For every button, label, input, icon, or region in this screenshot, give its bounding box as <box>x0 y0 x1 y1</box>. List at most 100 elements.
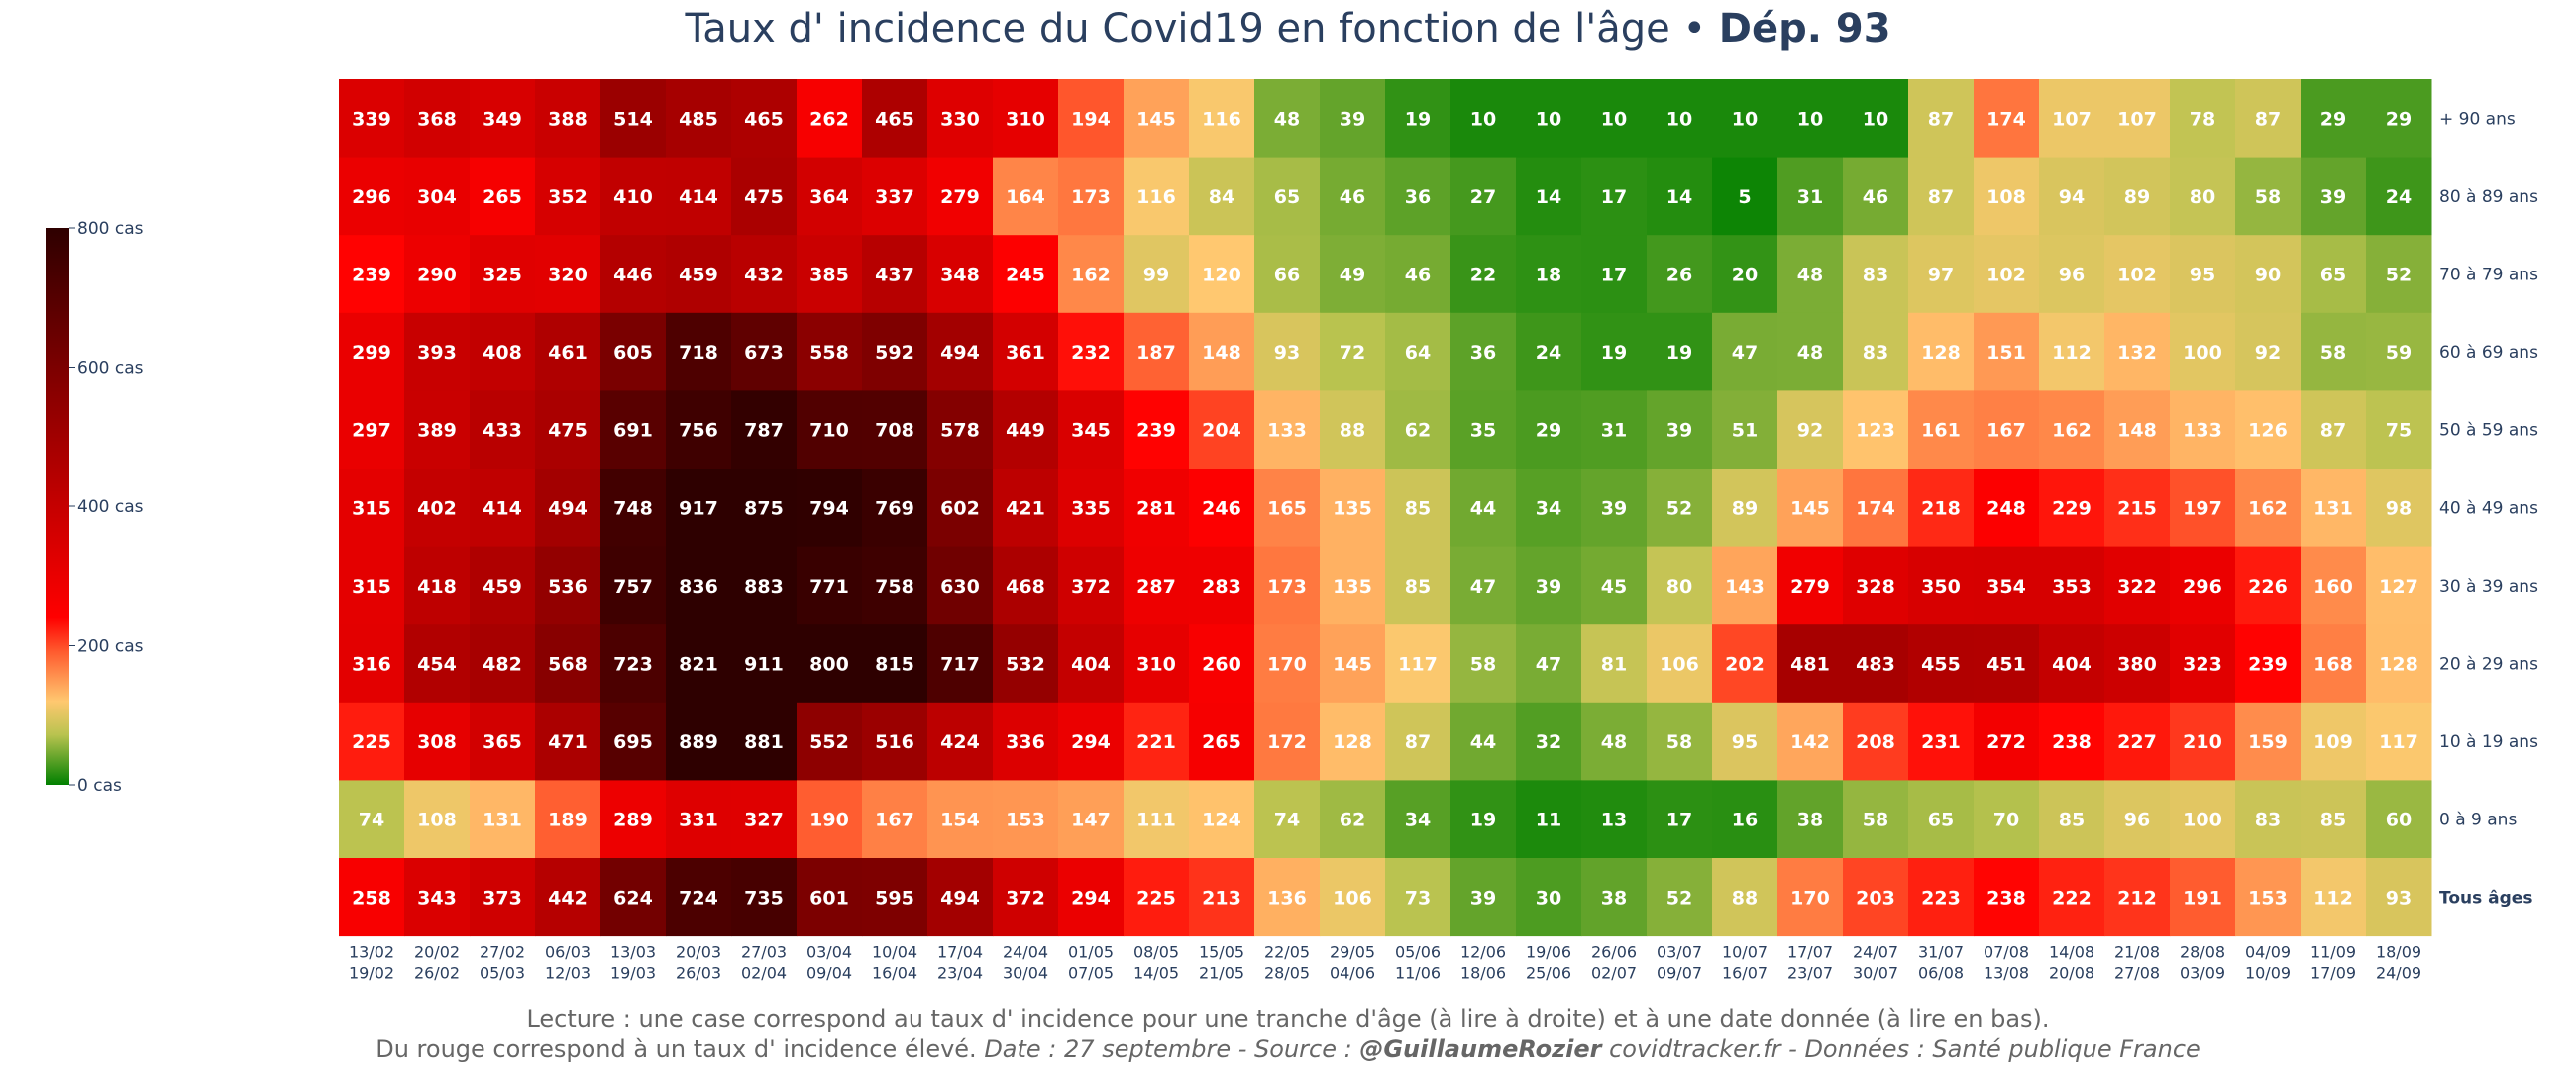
heatmap-cell <box>2301 235 2367 314</box>
cell-value: 135 <box>1333 576 1372 598</box>
cell-value: 322 <box>2117 576 2157 598</box>
heatmap-cell <box>1254 312 1321 391</box>
cell-value: 281 <box>1136 497 1176 519</box>
cell-value: 34 <box>1405 810 1431 831</box>
x-tick-start-date: 14/08 <box>2049 943 2094 962</box>
cell-value: 404 <box>1071 654 1111 676</box>
heatmap-cell <box>731 546 798 625</box>
heatmap-cell <box>666 546 732 625</box>
heatmap-cell <box>1647 858 1713 937</box>
cell-value: 96 <box>2059 265 2085 286</box>
heatmap-cell <box>2366 702 2432 781</box>
cell-value: 373 <box>483 887 522 909</box>
heatmap-cell <box>1908 312 1975 391</box>
heatmap-cell <box>1843 858 1909 937</box>
heatmap-cell <box>1712 312 1778 391</box>
cell-value: 47 <box>1732 342 1758 364</box>
heatmap-cell <box>1581 390 1648 470</box>
heatmap-cell <box>993 624 1059 704</box>
cell-value: 124 <box>1202 810 1241 831</box>
heatmap-cell <box>993 79 1059 159</box>
cell-value: 353 <box>2052 576 2092 598</box>
heatmap-cell <box>2301 469 2367 548</box>
cell-value: 19 <box>1470 810 1496 831</box>
heatmap-cell <box>2170 469 2236 548</box>
heatmap-cell <box>862 79 928 159</box>
heatmap-cell <box>1254 469 1321 548</box>
heatmap-cell <box>470 624 536 704</box>
heatmap-cell <box>1516 624 1582 704</box>
cell-value: 17 <box>1601 186 1627 208</box>
heatmap-cell <box>1777 235 1844 314</box>
cell-value: 449 <box>1006 420 1045 442</box>
heatmap-cell <box>535 780 601 859</box>
cell-value: 107 <box>2052 108 2092 130</box>
heatmap-cell <box>666 157 732 236</box>
heatmap-cell <box>797 312 863 391</box>
cell-value: 290 <box>417 265 457 286</box>
heatmap-cell <box>731 469 798 548</box>
x-tick-start-date: 01/05 <box>1068 943 1114 962</box>
cell-value: 724 <box>679 887 718 909</box>
heatmap-cell <box>2366 312 2432 391</box>
heatmap-cell <box>2301 546 2367 625</box>
cell-value: 424 <box>940 731 980 753</box>
cell-value: 11 <box>1536 810 1561 831</box>
cell-value: 46 <box>1863 186 1888 208</box>
heatmap-cell <box>927 235 994 314</box>
heatmap-cell <box>2366 157 2432 236</box>
heatmap-cell <box>2235 469 2302 548</box>
heatmap-cell <box>339 390 405 470</box>
heatmap-cell <box>535 157 601 236</box>
row-label: 80 à 89 ans <box>2439 187 2538 207</box>
heatmap-cell <box>600 469 667 548</box>
footer-date-source: Date : 27 septembre - Source : <box>984 1036 1360 1063</box>
heatmap-cell <box>731 780 798 859</box>
cell-value: 35 <box>1470 420 1496 442</box>
cell-value: 83 <box>2255 810 2281 831</box>
cell-value: 102 <box>2117 265 2157 286</box>
x-tick-end-date: 13/08 <box>1984 964 2029 983</box>
heatmap-cell <box>1058 780 1125 859</box>
heatmap-cell <box>1647 702 1713 781</box>
heatmap-cell <box>1647 390 1713 470</box>
heatmap-cell <box>1777 469 1844 548</box>
heatmap-cell <box>1843 390 1909 470</box>
cell-value: 296 <box>352 186 391 208</box>
cell-value: 339 <box>352 108 391 130</box>
heatmap-cell <box>2170 312 2236 391</box>
cell-value: 393 <box>417 342 457 364</box>
heatmap-cell <box>1385 624 1451 704</box>
x-tick-start-date: 15/05 <box>1199 943 1244 962</box>
colorbar-tick-label: 0 cas <box>77 776 122 796</box>
heatmap-cell <box>1450 624 1517 704</box>
row-label: 50 à 59 ans <box>2439 421 2538 441</box>
heatmap-cell <box>1581 79 1648 159</box>
heatmap-cell <box>862 312 928 391</box>
heatmap-cell <box>862 780 928 859</box>
x-tick-end-date: 30/07 <box>1853 964 1898 983</box>
cell-value: 87 <box>2320 420 2346 442</box>
cell-value: 442 <box>548 887 588 909</box>
cell-value: 108 <box>1986 186 2026 208</box>
heatmap-cell <box>1189 624 1255 704</box>
heatmap-cell <box>2039 157 2105 236</box>
heatmap-cell <box>2366 390 2432 470</box>
heatmap-cell <box>1450 702 1517 781</box>
heatmap-cell <box>862 546 928 625</box>
heatmap-cell <box>2104 79 2171 159</box>
heatmap-cell <box>1450 858 1517 937</box>
heatmap-cell <box>797 469 863 548</box>
cell-value: 58 <box>1470 654 1496 676</box>
heatmap-cell <box>1974 312 2040 391</box>
x-tick-start-date: 11/09 <box>2310 943 2356 962</box>
heatmap-cell <box>404 469 471 548</box>
cell-value: 148 <box>1202 342 1241 364</box>
cell-value: 164 <box>1006 186 1045 208</box>
heatmap-cell <box>1777 624 1844 704</box>
cell-value: 66 <box>1274 265 1300 286</box>
cell-value: 212 <box>2117 887 2157 909</box>
cell-value: 108 <box>417 810 457 831</box>
heatmap-cell <box>927 312 994 391</box>
cell-value: 372 <box>1006 887 1045 909</box>
